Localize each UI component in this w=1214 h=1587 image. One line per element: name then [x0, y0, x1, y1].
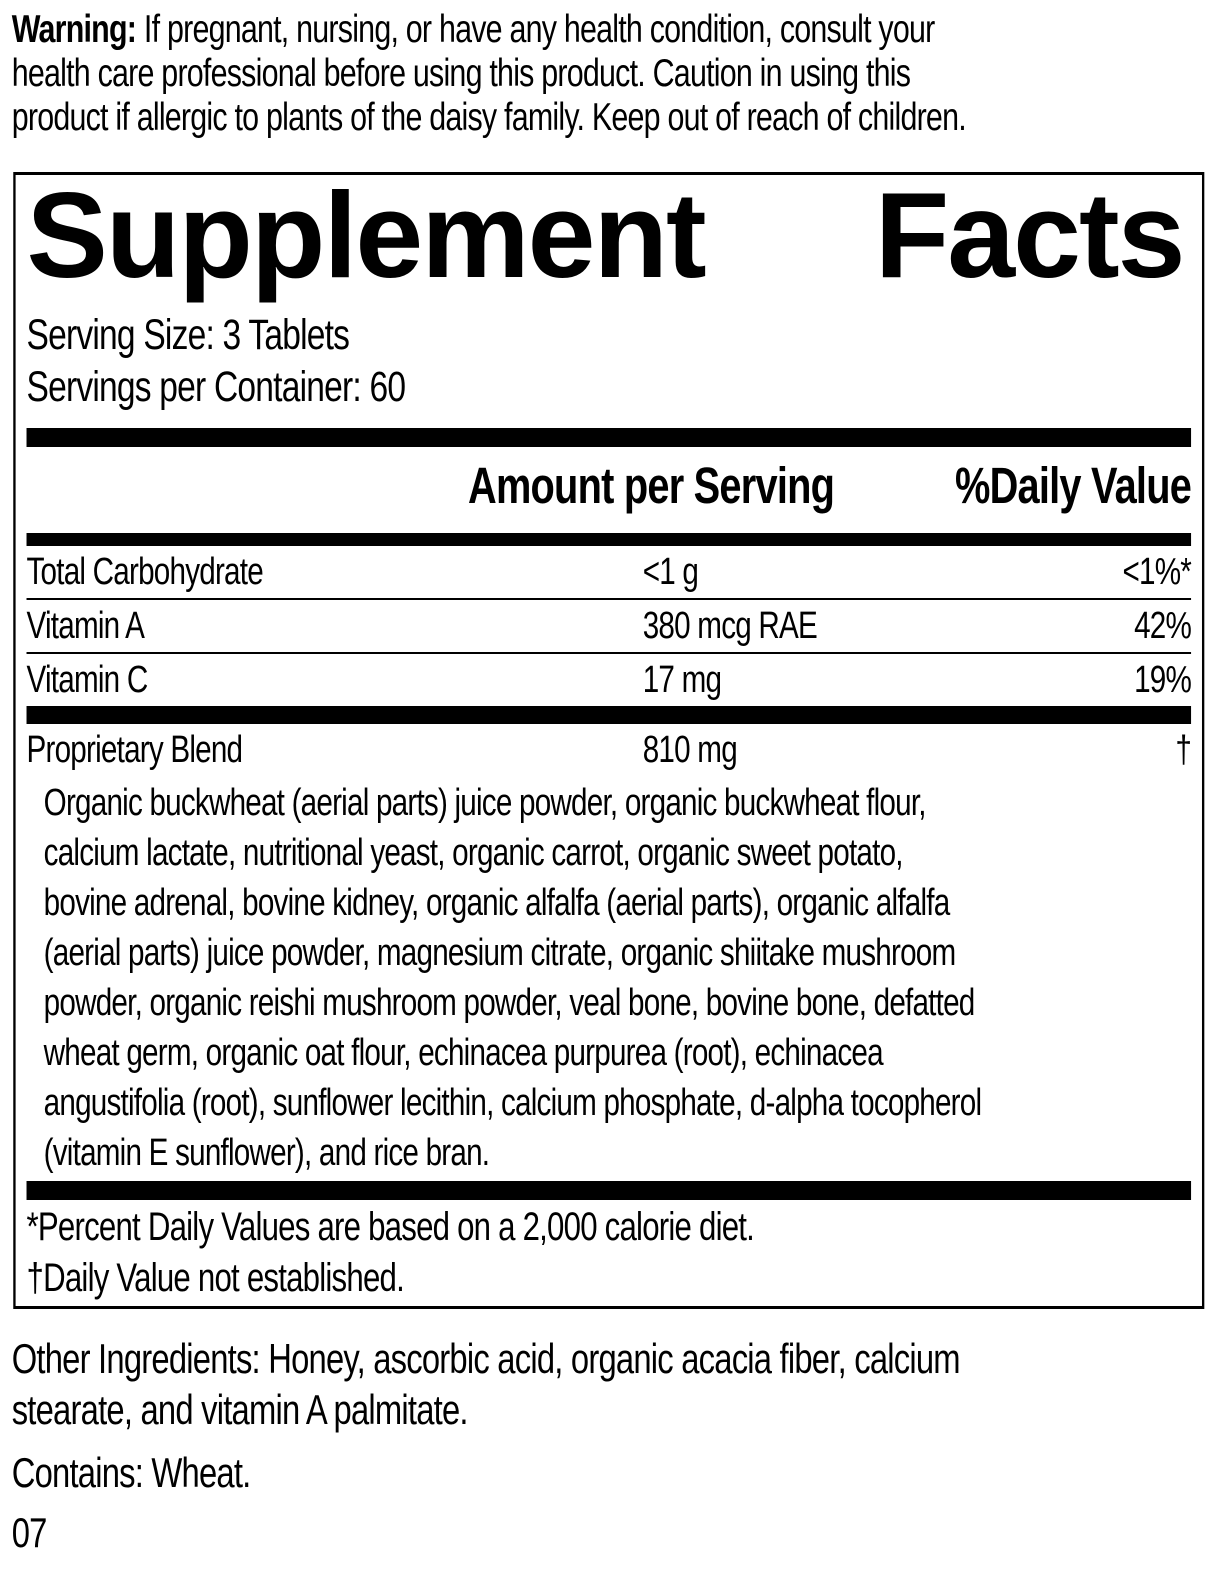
nutrient-table: Total Carbohydrate <1 g <1%* Vitamin A 3…: [26, 546, 1192, 706]
other-ingredients-line: Other Ingredients: Honey, ascorbic acid,…: [11, 1335, 961, 1382]
blend-line: powder, organic reishi mushroom powder, …: [43, 982, 976, 1024]
footnote-not-established: †Daily Value not established.: [26, 1256, 405, 1300]
nutrient-name: Vitamin A: [26, 605, 145, 647]
nutrient-daily-value: †: [1175, 729, 1192, 771]
footnote-daily-value: *Percent Daily Values are based on a 2,0…: [26, 1205, 755, 1249]
blend-line: angustifolia (root), sunflower lecithin,…: [43, 1082, 982, 1124]
blend-line: bovine adrenal, bovine kidney, organic a…: [43, 882, 951, 924]
nutrient-amount: 380 mcg RAE: [642, 605, 818, 647]
thick-divider-top: [26, 428, 1192, 447]
label-page: Warning: If pregnant, nursing, or have an…: [0, 8, 1214, 1555]
nutrient-row-total-carbohydrate: Total Carbohydrate <1 g <1%*: [27, 546, 1192, 598]
warning-line: health care professional before using th…: [11, 52, 911, 95]
nutrient-row-vitamin-c: Vitamin C 17 mg 19%: [26, 652, 1192, 706]
panel-title-wrap: Supplement Facts: [26, 167, 1186, 303]
proprietary-blend-row: Proprietary Blend 810 mg †: [27, 724, 1192, 776]
nutrient-name: Vitamin C: [26, 659, 149, 701]
other-ingredients-line: stearate, and vitamin A palmitate.: [11, 1386, 469, 1433]
thick-divider-middle: [26, 706, 1192, 724]
column-headers: Amount per Serving %Daily Value: [27, 457, 1192, 514]
warning-line: product if allergic to plants of the dai…: [11, 96, 967, 139]
blend-line: Organic buckwheat (aerial parts) juice p…: [43, 782, 927, 824]
label-code: 07: [11, 1509, 48, 1556]
serving-size: Serving Size: 3 Tablets: [26, 311, 350, 359]
nutrient-daily-value: <1%*: [1122, 551, 1192, 593]
thick-divider-bottom: [26, 1181, 1192, 1200]
warning-text: Warning: If pregnant, nursing, or have an…: [12, 8, 1214, 140]
warning-line: Warning: If pregnant, nursing, or have an…: [12, 8, 1214, 52]
supplement-facts-panel: Supplement Facts Serving Size: 3 Tablets…: [13, 167, 1205, 1309]
blend-line: calcium lactate, nutritional yeast, orga…: [43, 832, 904, 874]
nutrient-amount: 810 mg: [642, 729, 738, 771]
nutrient-daily-value: 19%: [1134, 659, 1192, 701]
warning-line-text: If pregnant, nursing, or have any health…: [143, 8, 935, 51]
panel-title: Supplement Facts: [26, 167, 1186, 303]
nutrient-name: Proprietary Blend: [26, 729, 244, 771]
nutrient-amount: 17 mg: [642, 659, 722, 701]
blend-line: wheat germ, organic oat flour, echinacea…: [43, 1032, 884, 1074]
serving-info: Serving Size: 3 Tablets Servings per Con…: [27, 309, 1192, 413]
blend-line: (vitamin E sunflower), and rice bran.: [43, 1132, 490, 1174]
nutrient-amount: <1 g: [642, 551, 699, 593]
nutrient-daily-value: 42%: [1134, 605, 1192, 647]
warning-label: Warning:: [11, 8, 137, 51]
panel-title-left: Supplement: [26, 167, 707, 303]
nutrient-name: Total Carbohydrate: [26, 551, 264, 593]
other-ingredients: Other Ingredients: Honey, ascorbic acid,…: [12, 1333, 1214, 1435]
column-header-daily-value: %Daily Value: [954, 457, 1192, 514]
footnotes: *Percent Daily Values are based on a 2,0…: [27, 1202, 1192, 1304]
servings-per-container: Servings per Container: 60: [26, 363, 406, 411]
nutrient-row-vitamin-a: Vitamin A 380 mcg RAE 42%: [26, 598, 1192, 652]
contains-statement: Contains: Wheat.: [11, 1449, 252, 1496]
column-header-amount: Amount per Serving: [467, 457, 835, 514]
panel-title-right: Facts: [874, 167, 1186, 303]
blend-line: (aerial parts) juice powder, magnesium c…: [43, 932, 957, 974]
medium-divider: [26, 533, 1192, 546]
blend-description: Organic buckwheat (aerial parts) juice p…: [44, 778, 1191, 1178]
